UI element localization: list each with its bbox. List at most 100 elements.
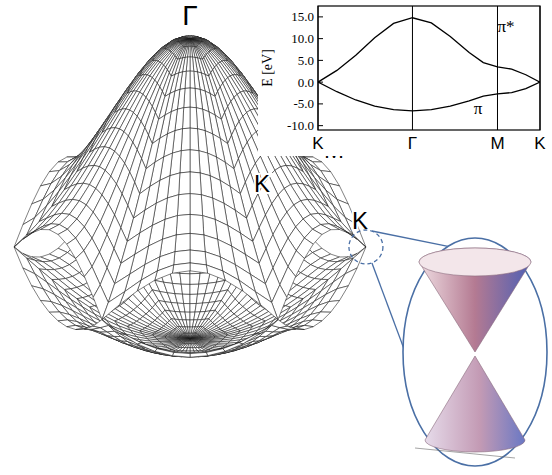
mesh-cell — [172, 352, 190, 357]
mesh-cell — [190, 214, 204, 235]
inset-chart: 15.010.05.00.0-5.0-10.0KΓMKE [eV]π*π — [260, 6, 546, 153]
label-halo: Γ — [182, 0, 197, 31]
mesh-cell — [239, 280, 260, 304]
cone-upper — [419, 248, 531, 352]
zoom-ellipse — [403, 238, 547, 466]
mesh-cell — [185, 312, 190, 320]
mesh-cell — [190, 88, 196, 108]
mesh-cell — [183, 39, 191, 46]
mesh-cell — [190, 107, 198, 129]
mesh-cell — [120, 280, 141, 304]
label-halo: K — [254, 170, 270, 197]
mesh-cell — [190, 337, 202, 338]
mesh-cell — [190, 150, 200, 173]
mesh-cell — [179, 172, 190, 195]
mesh-cell — [184, 339, 190, 344]
mesh-cell — [41, 301, 60, 313]
tick-label: M — [490, 134, 504, 153]
cone-lower — [425, 356, 525, 452]
mesh-cell — [190, 128, 199, 151]
mesh-cell — [191, 327, 195, 333]
mesh-cell — [190, 339, 198, 343]
mesh-cell — [321, 301, 340, 313]
mesh-cell — [199, 272, 210, 284]
mesh-cell — [177, 194, 190, 216]
mesh-cell — [190, 39, 193, 46]
mesh-cell — [223, 343, 243, 352]
mesh-cell — [172, 263, 190, 273]
mesh-cell — [155, 349, 174, 356]
point-label: K — [254, 170, 270, 197]
mesh-cell — [181, 284, 190, 294]
lines — [318, 18, 540, 111]
plot-frame — [318, 6, 540, 130]
mesh-cell — [190, 39, 195, 47]
mesh-cell — [180, 150, 190, 173]
mesh-cell — [190, 250, 206, 265]
mesh-cell — [23, 268, 43, 289]
zoom-circle — [349, 230, 383, 264]
mesh-cell — [205, 282, 216, 294]
mesh-cell — [183, 339, 190, 344]
tick-label: K — [534, 134, 546, 153]
mesh-cell — [200, 173, 213, 198]
mesh-cell — [198, 129, 208, 153]
tick-label: 0.0 — [298, 75, 314, 90]
point-label: Γ — [182, 0, 197, 31]
tick-label: K — [312, 134, 324, 153]
mesh-cell — [198, 312, 206, 320]
series-label: π — [474, 99, 483, 118]
mesh-cell — [206, 349, 225, 356]
mesh-cell — [190, 339, 197, 344]
mesh-cell — [203, 293, 213, 303]
mesh-cell — [239, 333, 260, 344]
mesh-cell — [190, 172, 201, 195]
mesh-cell — [199, 151, 210, 176]
mesh-cell — [155, 265, 174, 280]
mesh-cell — [164, 282, 175, 294]
mesh-cell — [190, 344, 193, 348]
mesh-cell — [190, 39, 194, 46]
mesh-cell — [190, 46, 193, 57]
inset-background — [258, 0, 550, 156]
mesh-cell — [120, 333, 141, 344]
mesh-cell — [329, 286, 348, 302]
mesh-cell — [184, 304, 190, 313]
mesh-cell — [186, 320, 190, 327]
series-label: π* — [497, 17, 514, 36]
mesh-cell — [190, 352, 208, 357]
tick-label: 15.0 — [291, 9, 314, 24]
mesh-cell — [102, 292, 125, 320]
mesh-cell — [183, 294, 191, 303]
mesh-cell — [137, 343, 157, 352]
zoom-line — [372, 231, 448, 246]
mesh-cell — [190, 71, 195, 88]
band-line — [318, 82, 540, 111]
tick-mark — [318, 125, 323, 126]
mesh-cell — [184, 39, 190, 47]
mesh-cell — [313, 312, 331, 321]
mesh-cell — [195, 303, 203, 312]
mesh-cell — [206, 265, 225, 280]
mesh-cell — [180, 273, 190, 284]
mesh-cell — [190, 339, 193, 344]
mesh-cell — [190, 57, 194, 71]
mesh-cell — [183, 39, 190, 47]
mesh-cell — [183, 339, 191, 343]
band-surface — [14, 36, 366, 357]
mesh-cell — [190, 263, 208, 273]
mesh-cell — [190, 339, 194, 344]
mesh-cell — [337, 268, 357, 289]
mesh-cell — [201, 338, 214, 339]
tick-label: -5.0 — [293, 96, 314, 111]
cone-axis — [415, 448, 515, 458]
mesh-cell — [190, 194, 203, 216]
figure: ΓΓMMKKKK15.010.05.00.0-5.0-10.0KΓMKE [eV… — [0, 0, 552, 475]
mesh-cell — [188, 327, 191, 333]
mesh-cell — [32, 286, 51, 302]
mesh-cell — [166, 338, 179, 339]
axis-title: E [eV] — [260, 49, 275, 87]
mesh-cell — [255, 292, 278, 320]
mesh-cell — [102, 320, 125, 335]
mesh-cell — [49, 312, 67, 321]
